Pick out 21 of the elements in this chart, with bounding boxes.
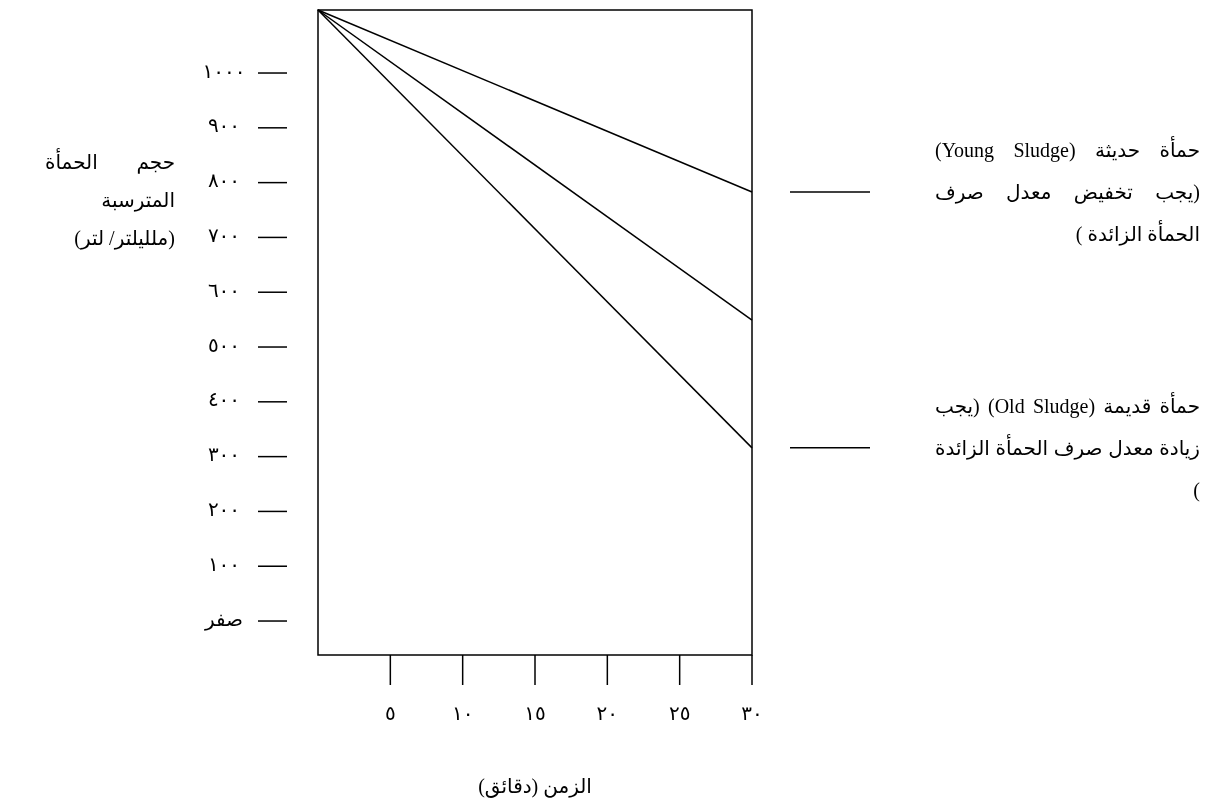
x-tick-label: ١٥ bbox=[524, 701, 546, 724]
y-tick-label: ٨٠٠ bbox=[207, 169, 241, 192]
y-tick-label: ٤٠٠ bbox=[207, 388, 241, 411]
y-tick-label: ٥٠٠ bbox=[207, 333, 241, 356]
x-tick-label: ٣٠ bbox=[741, 701, 763, 724]
y-tick-label: ١٠٠ bbox=[207, 552, 241, 575]
y-tick-label: ٢٠٠ bbox=[207, 498, 241, 521]
x-axis-title: الزمن (دقائق) bbox=[477, 774, 593, 800]
x-tick-label: ١٠ bbox=[451, 701, 474, 724]
x-tick-label: ٢٠ bbox=[596, 701, 619, 724]
x-tick-label: ٢٥ bbox=[668, 701, 691, 724]
y-tick-label: ٣٠٠ bbox=[207, 443, 241, 466]
y-tick-label: صفر bbox=[203, 607, 244, 631]
y-axis-title: حجم الحمأة المترسبة (ملليلتر/ لتر) bbox=[45, 147, 175, 252]
y-tick-label: ٩٠٠ bbox=[207, 114, 241, 137]
y-tick-label: ٧٠٠ bbox=[207, 224, 241, 247]
text: حمأة قديمة (Old Sludge) (يجب زيادة معدل صرف الحمأة الزائدة ) bbox=[935, 391, 1200, 503]
x-tick-label: ٥ bbox=[384, 701, 396, 724]
text: حمأة حديثة (Young Sludge) (يجب تخفيض معدل صرف الحمأة الزائدة ) bbox=[935, 135, 1200, 248]
y-tick-label: ١٠٠٠ bbox=[202, 59, 246, 82]
y-tick-label: ٦٠٠ bbox=[207, 278, 241, 301]
